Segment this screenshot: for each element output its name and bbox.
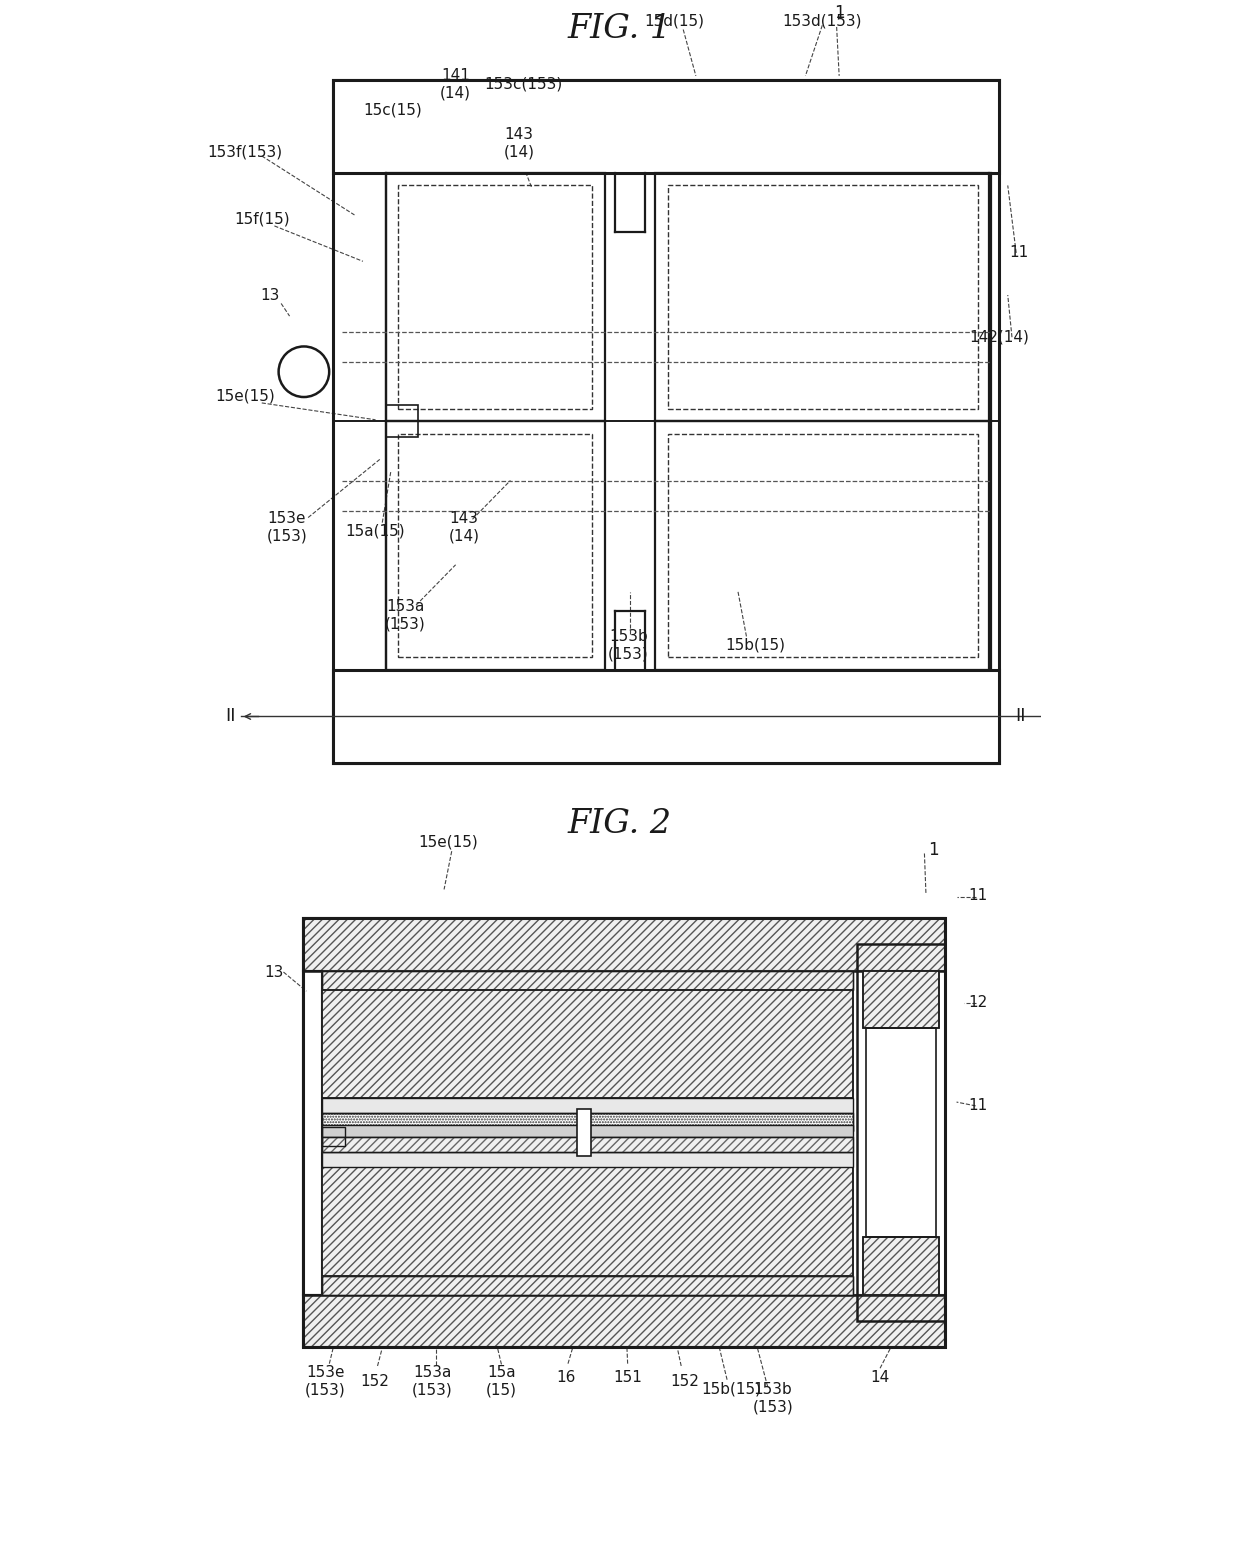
Bar [321,971,853,990]
Text: 153e
(153): 153e (153) [305,1364,346,1397]
Bar [668,186,978,409]
Bar [321,990,853,1097]
Text: 152: 152 [671,1374,699,1389]
Bar [321,1113,853,1130]
Text: 1: 1 [833,3,844,22]
Bar [334,80,999,173]
Text: 15a(15): 15a(15) [346,523,405,539]
Bar [303,1294,945,1347]
Bar [321,1168,853,1275]
Text: 143
(14): 143 (14) [503,126,534,159]
Text: II: II [226,707,236,726]
Text: 15d(15): 15d(15) [645,14,704,28]
Bar [386,421,605,670]
Bar [321,971,853,990]
Text: 141
(14): 141 (14) [440,69,471,100]
Bar [321,1136,853,1152]
Bar [398,186,593,409]
Bar [303,1294,945,1347]
Text: 142(14): 142(14) [968,329,1029,345]
Text: 153b
(153): 153b (153) [608,629,649,660]
Bar [863,1238,939,1294]
Bar [867,1027,936,1238]
Text: 12: 12 [968,994,987,1010]
Bar [863,1238,939,1294]
Bar [321,990,853,1097]
Text: II: II [1016,707,1025,726]
Text: 16: 16 [557,1371,577,1385]
Bar [303,918,945,971]
Text: 14: 14 [870,1371,889,1385]
Text: 1: 1 [929,841,939,859]
Bar [334,80,999,763]
Text: 15f(15): 15f(15) [234,212,290,226]
Bar [857,944,945,1321]
Text: FIG. 2: FIG. 2 [568,807,672,840]
Bar [863,971,939,1027]
Bar [386,173,605,421]
Bar [321,1136,853,1152]
Bar [656,421,991,670]
Text: 153b
(153): 153b (153) [753,1381,794,1414]
Text: 11: 11 [968,1099,987,1113]
Text: 153e
(153): 153e (153) [267,510,308,543]
Text: 11: 11 [968,888,987,904]
Bar [321,1275,853,1294]
Text: 153a
(153): 153a (153) [412,1364,453,1397]
Text: 15e(15): 15e(15) [215,389,275,404]
Bar [321,1097,853,1113]
Bar [321,1127,345,1146]
Bar [863,971,939,1027]
Text: 152: 152 [361,1374,389,1389]
Bar [303,918,945,1347]
Text: 153a
(153): 153a (153) [384,599,425,632]
Bar [668,434,978,657]
Bar [656,173,991,421]
Bar [577,1110,590,1157]
Bar [321,1113,853,1130]
Text: 15b(15): 15b(15) [725,637,785,652]
Text: 11: 11 [1009,245,1029,261]
Bar [321,1152,853,1168]
Bar [303,971,321,1294]
Bar [321,1168,853,1275]
Bar [321,1125,853,1136]
Bar [334,670,999,763]
Bar [386,404,418,437]
Text: 153c(153): 153c(153) [484,76,562,92]
Text: 153d(153): 153d(153) [782,14,862,28]
Text: 143
(14): 143 (14) [449,510,480,543]
Text: 15a
(15): 15a (15) [486,1364,517,1397]
Text: 151: 151 [614,1371,642,1385]
Text: 13: 13 [260,287,280,303]
Bar [303,918,945,971]
Bar [321,1275,853,1294]
Text: 13: 13 [264,965,284,980]
Text: 15c(15): 15c(15) [363,101,422,117]
Text: 15b(15): 15b(15) [701,1381,761,1397]
Bar [398,434,593,657]
Text: FIG. 1: FIG. 1 [568,12,672,45]
Text: 153f(153): 153f(153) [207,144,283,159]
Text: 15e(15): 15e(15) [418,835,477,849]
